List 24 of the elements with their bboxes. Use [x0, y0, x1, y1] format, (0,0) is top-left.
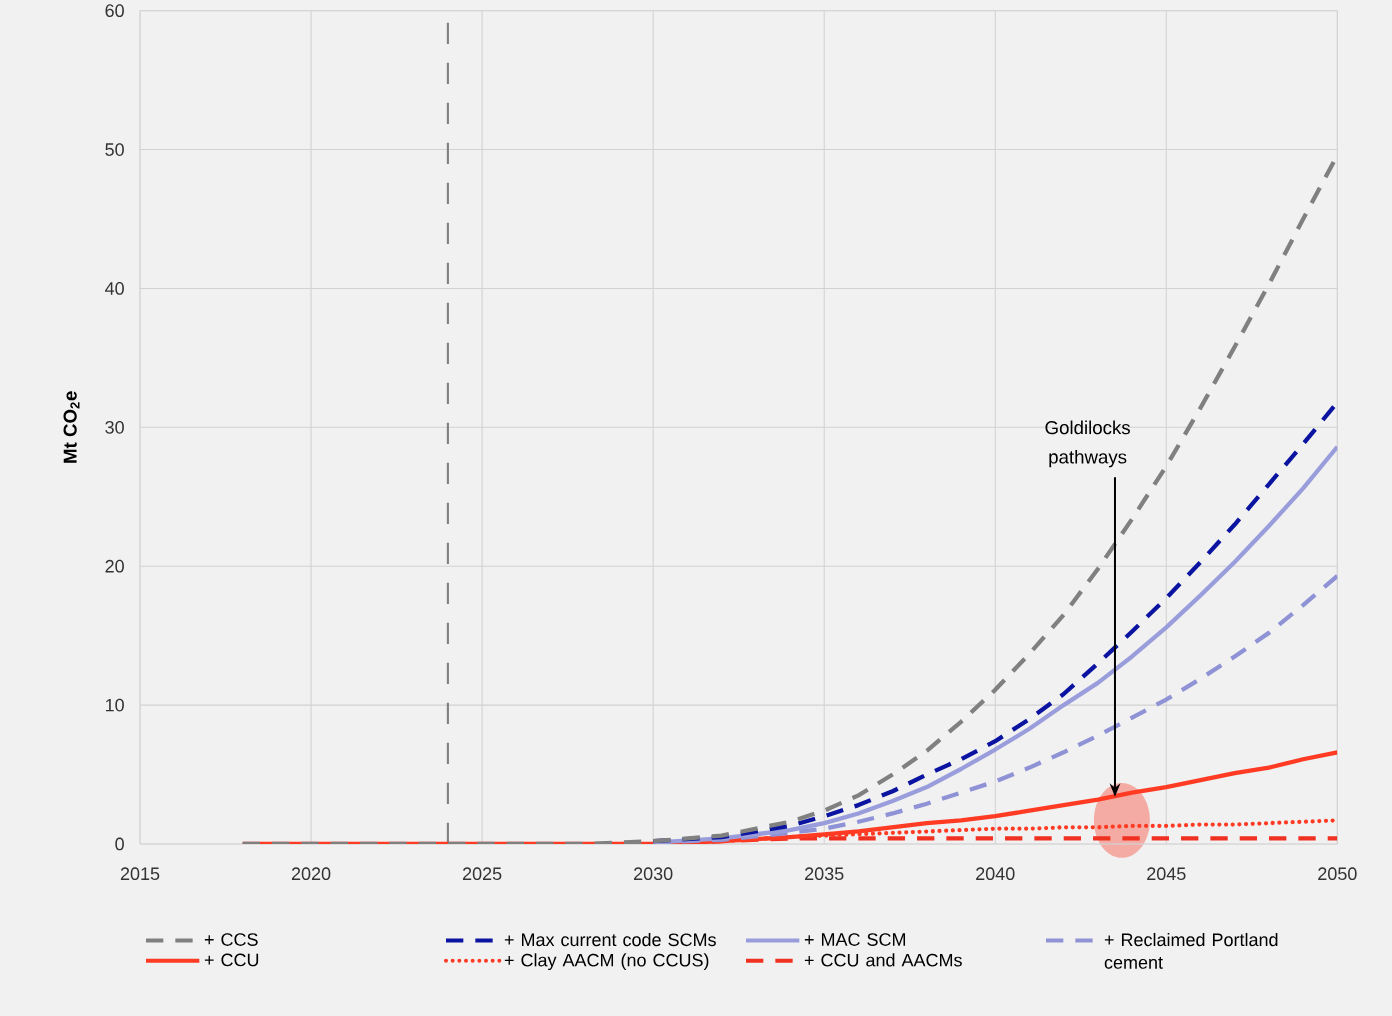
- y-tick-label: 60: [105, 4, 124, 18]
- legend-label: + Max current code SCMs: [504, 932, 716, 947]
- legend-label: + CCS: [204, 933, 258, 946]
- legend-label: + Clay AACM (no CCUS): [504, 953, 709, 971]
- y-tick-label: 10: [105, 698, 124, 712]
- annotation: Goldilocks pathways: [1045, 420, 1130, 468]
- y-tick-label: 30: [105, 420, 124, 434]
- x-tick-label: 2045: [1147, 867, 1186, 881]
- legend-label: + CCU and AACMs: [804, 953, 962, 967]
- y-tick-label: 20: [105, 559, 124, 573]
- y-tick-label: 50: [105, 143, 124, 156]
- y-axis-title: Mt CO$_{2}$e: [63, 391, 80, 463]
- x-tick-label: 2015: [120, 867, 160, 881]
- legend-label: + Reclaimed Portland cement: [1104, 932, 1278, 969]
- x-tick-label: 2050: [1318, 867, 1357, 881]
- x-tick-label: 2030: [634, 867, 673, 881]
- x-tick-label: 2035: [805, 867, 844, 881]
- y-tick-label: 0: [115, 837, 124, 851]
- x-tick-label: 2025: [462, 867, 502, 881]
- legend-label: + MAC SCM: [804, 933, 906, 946]
- x-tick-label: 2020: [291, 867, 331, 881]
- y-tick-label: 40: [105, 282, 124, 295]
- legend-label: + CCU: [204, 953, 259, 967]
- x-tick-label: 2040: [976, 867, 1015, 881]
